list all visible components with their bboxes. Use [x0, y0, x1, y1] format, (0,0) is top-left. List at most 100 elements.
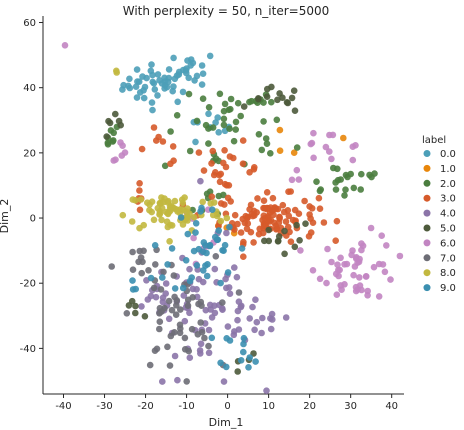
legend-entry: 8.0 [440, 268, 456, 279]
point-label-0-0 [136, 89, 144, 96]
y-tick-label: 60 [23, 18, 36, 29]
legend-entry: 7.0 [440, 253, 456, 264]
x-tick-label: 30 [344, 401, 357, 412]
point-label-6-0 [383, 242, 390, 249]
point-label-0-0 [133, 94, 141, 101]
point-label-6-0 [367, 224, 375, 232]
point-label-2-0 [220, 121, 228, 129]
point-label-8-0 [166, 238, 173, 245]
point-label-4-0 [165, 315, 173, 323]
point-label-3-0 [287, 188, 295, 195]
point-label-6-0 [375, 293, 383, 300]
point-label-7-0 [150, 284, 158, 292]
point-label-4-0 [234, 316, 241, 324]
point-label-2-0 [226, 125, 233, 132]
point-label-3-0 [260, 197, 268, 204]
point-label-6-0 [332, 270, 340, 278]
point-label-4-0 [193, 286, 200, 293]
point-label-0-0 [179, 88, 187, 96]
point-label-2-0 [206, 188, 214, 195]
point-label-4-0 [162, 280, 170, 287]
point-label-7-0 [152, 261, 159, 268]
point-label-4-0 [205, 326, 213, 334]
point-label-4-0 [219, 306, 226, 314]
point-label-8-0 [128, 218, 136, 225]
point-label-7-0 [197, 319, 204, 326]
point-label-3-0 [239, 137, 247, 144]
point-label-0-0 [192, 138, 199, 146]
point-label-7-0 [205, 342, 212, 350]
point-label-2-0 [107, 127, 115, 134]
point-label-5-0 [281, 250, 288, 258]
point-label-9-0 [129, 286, 137, 293]
point-label-8-0 [171, 197, 179, 205]
point-label-3-0 [240, 253, 247, 260]
point-label-1-0 [290, 149, 298, 156]
point-label-2-0 [230, 137, 238, 145]
point-label-4-0 [159, 378, 166, 385]
point-label-9-0 [240, 334, 248, 342]
point-label-4-0 [253, 318, 261, 326]
point-label-9-0 [221, 241, 229, 249]
point-label-6-0 [112, 156, 119, 163]
point-label-7-0 [235, 289, 243, 296]
point-label-7-0 [137, 254, 145, 261]
legend-marker [423, 150, 431, 157]
point-label-9-0 [245, 364, 252, 371]
point-label-4-0 [162, 290, 169, 297]
point-label-7-0 [170, 272, 178, 279]
point-label-6-0 [316, 275, 324, 283]
point-label-3-0 [301, 197, 308, 205]
point-label-4-0 [197, 350, 204, 357]
point-label-3-0 [271, 219, 278, 227]
point-label-2-0 [167, 128, 174, 135]
point-label-6-0 [323, 279, 330, 287]
point-label-8-0 [217, 217, 225, 225]
point-label-9-0 [151, 242, 159, 249]
point-label-7-0 [156, 325, 163, 333]
point-label-3-0 [284, 207, 292, 214]
point-label-6-0 [378, 232, 386, 239]
point-label-0-0 [164, 78, 172, 86]
point-label-8-0 [150, 216, 158, 224]
point-label-8-0 [190, 214, 198, 221]
point-label-3-0 [282, 218, 290, 225]
point-label-7-0 [201, 334, 208, 342]
point-label-7-0 [188, 325, 196, 333]
point-label-8-0 [161, 195, 168, 202]
point-label-4-0 [225, 284, 233, 291]
point-label-5-0 [132, 309, 139, 317]
point-label-4-0 [259, 314, 266, 322]
point-label-6-0 [322, 143, 330, 151]
point-label-5-0 [288, 94, 296, 102]
legend-entry: 6.0 [440, 238, 456, 249]
point-label-7-0 [138, 269, 145, 277]
point-label-7-0 [172, 311, 180, 319]
point-label-2-0 [227, 95, 235, 103]
point-label-3-0 [247, 201, 255, 209]
point-label-9-0 [219, 247, 226, 254]
point-label-6-0 [117, 139, 124, 146]
point-label-3-0 [200, 167, 208, 174]
point-label-0-0 [154, 71, 162, 78]
point-label-6-0 [190, 234, 197, 242]
point-label-2-0 [344, 173, 351, 181]
point-label-3-0 [315, 194, 323, 202]
point-label-7-0 [184, 302, 192, 310]
point-label-3-0 [208, 193, 216, 200]
point-label-9-0 [192, 220, 200, 227]
point-label-4-0 [223, 229, 230, 237]
legend-entry: 1.0 [440, 164, 456, 175]
point-label-4-0 [197, 177, 204, 185]
point-label-7-0 [181, 334, 189, 342]
point-label-7-0 [166, 362, 174, 369]
point-label-3-0 [291, 206, 299, 214]
point-label-0-0 [132, 83, 140, 90]
point-label-2-0 [368, 173, 375, 181]
point-label-2-0 [220, 191, 227, 199]
point-label-2-0 [342, 186, 349, 193]
point-label-3-0 [249, 212, 257, 220]
point-label-8-0 [140, 221, 147, 229]
point-label-2-0 [332, 186, 340, 193]
point-label-2-0 [334, 165, 341, 173]
